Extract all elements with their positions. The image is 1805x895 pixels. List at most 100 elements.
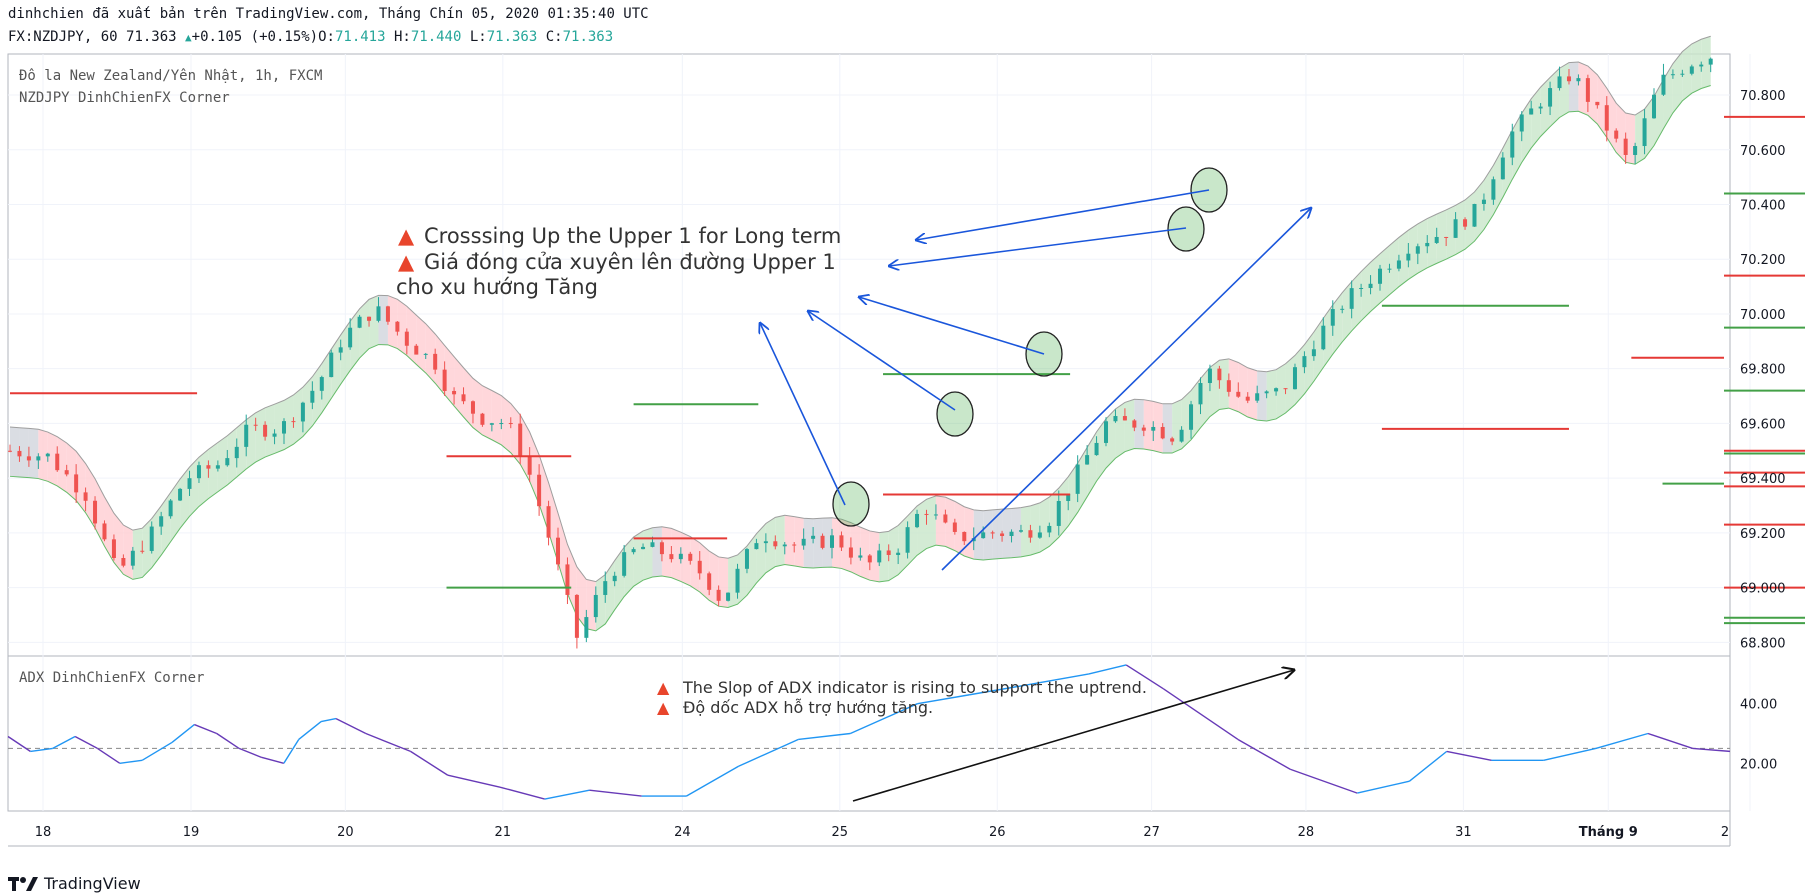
trend-band-segment xyxy=(123,525,133,580)
trend-band-segment xyxy=(784,515,795,566)
candle-body xyxy=(83,492,88,501)
candle-body xyxy=(45,453,50,457)
trend-band-segment xyxy=(945,497,955,551)
trend-band-segment xyxy=(794,516,804,568)
candle-body xyxy=(357,316,362,328)
adx-line-segment xyxy=(1289,768,1358,794)
candle-body xyxy=(1094,442,1099,456)
candle-body xyxy=(508,423,513,425)
candle-body xyxy=(1699,64,1704,67)
candle-body xyxy=(499,423,504,425)
open-label: O: xyxy=(318,29,335,45)
trend-band-segment xyxy=(1200,367,1210,428)
annotation-line2: Giá đóng cửa xuyên lên đường Upper 1 xyxy=(424,250,836,274)
candle-body xyxy=(1207,368,1212,384)
annotation-crossing-up: ▲ Crosssing Up the Upper 1 for Long term xyxy=(398,224,841,248)
band-upper-line xyxy=(9,35,1711,583)
candle-body xyxy=(622,552,627,576)
adx-tick-label: 40.00 xyxy=(1740,698,1777,713)
candle-body xyxy=(735,568,740,593)
candle-body xyxy=(565,564,570,595)
candle-body xyxy=(376,306,381,321)
trend-band-segment xyxy=(680,532,691,586)
band-lower-line xyxy=(9,84,1711,632)
trend-band-segment xyxy=(38,429,48,482)
candle-body xyxy=(726,592,731,601)
trend-band-segment xyxy=(1351,271,1362,331)
adx-line-segment xyxy=(1647,732,1693,750)
trend-band-segment xyxy=(746,533,757,596)
candle-body xyxy=(603,581,608,595)
candle-body xyxy=(707,573,712,590)
candle-body xyxy=(1708,58,1713,65)
trend-band-segment xyxy=(1257,370,1267,422)
trend-band-segment xyxy=(472,378,483,435)
candle-body xyxy=(697,560,702,574)
adx-line-segment xyxy=(1595,732,1649,750)
trend-band-segment xyxy=(1408,223,1418,280)
adx-line-segment xyxy=(216,732,240,749)
trend-band-segment xyxy=(1616,103,1626,163)
trend-band-segment xyxy=(359,299,370,359)
adx-line-segment xyxy=(969,685,1022,696)
candle-body xyxy=(310,390,315,403)
candle-body xyxy=(395,321,400,332)
price-change: +0.105 xyxy=(191,29,243,45)
candle-body xyxy=(1510,131,1515,158)
candle-body xyxy=(905,527,910,553)
candle-body xyxy=(631,549,636,553)
candle-body xyxy=(716,589,721,601)
trend-band-segment xyxy=(1162,403,1173,454)
candle-body xyxy=(1661,74,1666,95)
warning-triangle-icon: ▲ xyxy=(657,678,670,697)
trend-band-segment xyxy=(227,427,237,485)
candle-body xyxy=(1491,179,1496,200)
adx-line-segment xyxy=(7,735,31,752)
trend-band-segment xyxy=(161,492,171,556)
candle-body xyxy=(1519,114,1524,132)
candle-body xyxy=(782,544,787,547)
candle-body xyxy=(1670,74,1675,76)
trend-band-segment xyxy=(1219,358,1229,410)
trend-band-segment xyxy=(1115,402,1125,459)
warning-triangle-icon: ▲ xyxy=(398,224,415,248)
trend-band-segment xyxy=(1342,281,1352,342)
trend-band-segment xyxy=(132,528,143,580)
candle-body xyxy=(319,377,324,391)
candle-body xyxy=(867,555,872,563)
trend-band-segment xyxy=(728,554,738,608)
trend-band-segment xyxy=(1002,508,1012,559)
candle-body xyxy=(537,474,542,507)
trend-band-segment xyxy=(454,356,464,418)
annotation-arrow xyxy=(859,297,1045,355)
time-axis: 18 19 20 21 24 25 26 27 28 31 Tháng 9 2 xyxy=(35,825,1729,840)
candle-body xyxy=(1122,416,1127,421)
adx-line-segment xyxy=(1543,747,1596,762)
candle-body xyxy=(433,353,438,370)
candle-body xyxy=(404,331,409,346)
adx-series xyxy=(7,664,1731,802)
time-tick-label: 19 xyxy=(183,825,200,840)
candle-body xyxy=(1595,101,1600,106)
time-tick-label: 28 xyxy=(1298,825,1315,840)
candle-body xyxy=(811,535,816,539)
time-tick-label: 25 xyxy=(832,825,849,840)
trend-band-segment xyxy=(1512,113,1522,180)
candle-body xyxy=(442,369,447,391)
candle-body xyxy=(17,450,22,457)
trend-band-segment xyxy=(624,537,634,597)
candle-body xyxy=(744,549,749,569)
adx-line-segment xyxy=(1692,747,1731,753)
trend-band-segment xyxy=(1550,68,1560,127)
candle-body xyxy=(452,390,457,395)
trend-band-segment xyxy=(1087,431,1097,497)
last-price: 71.363 xyxy=(126,29,177,45)
candle-body xyxy=(1642,118,1647,147)
candle-body xyxy=(527,457,532,475)
trend-band-segment xyxy=(1228,358,1239,412)
trend-band-segment xyxy=(113,513,124,575)
trend-band-segment xyxy=(1039,497,1050,553)
candle-body xyxy=(26,456,31,461)
tradingview-logo[interactable]: TradingView xyxy=(8,874,141,893)
